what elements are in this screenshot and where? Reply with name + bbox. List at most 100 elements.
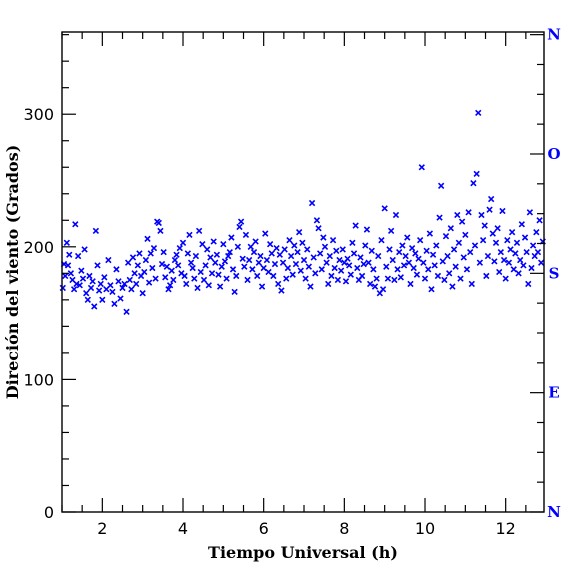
data-point: [508, 229, 516, 236]
data-point: [76, 282, 83, 289]
data-point: [394, 266, 401, 273]
data-point: [236, 223, 243, 231]
data-point: [107, 282, 114, 289]
data-point: [339, 246, 346, 253]
data-point: [502, 275, 509, 282]
data-point: [400, 262, 408, 269]
data-point: [354, 264, 361, 272]
data-point: [249, 266, 256, 273]
data-point: [74, 252, 82, 260]
data-point: [221, 258, 229, 265]
data-point: [316, 250, 324, 257]
data-point: [473, 170, 480, 178]
data-point: [439, 258, 446, 265]
data-point: [392, 211, 400, 219]
data-point: [176, 244, 183, 252]
data-point: [500, 256, 508, 264]
data-point: [239, 255, 246, 262]
data-point: [337, 267, 345, 274]
data-point: [299, 239, 306, 246]
data-point: [460, 254, 467, 261]
data-point: [371, 283, 379, 290]
data-point: [72, 221, 79, 228]
data-point: [434, 272, 442, 280]
data-point: [491, 258, 498, 265]
data-point: [202, 262, 209, 269]
data-point: [99, 296, 106, 304]
data-point: [428, 286, 435, 293]
data-point: [208, 270, 216, 277]
data-point: [312, 270, 319, 277]
data-point: [86, 272, 93, 280]
data-point: [62, 272, 69, 280]
data-point: [442, 233, 450, 240]
data-point: [133, 280, 140, 288]
data-point: [494, 225, 501, 232]
data-point: [378, 237, 385, 244]
data-point: [216, 283, 224, 290]
data-point: [194, 284, 201, 292]
data-point: [275, 280, 282, 288]
data-point: [134, 262, 141, 269]
data-point: [483, 272, 490, 280]
axis-ticks: [61, 32, 544, 513]
data-point: [92, 227, 100, 235]
tick-labels: 2 4 6 8 10 12 0 100 200 300 N E S O N: [23, 26, 561, 538]
y-tick-label: 200: [23, 238, 54, 257]
data-point: [407, 280, 414, 288]
data-point: [465, 209, 472, 216]
data-point: [207, 254, 214, 261]
data-point: [294, 248, 301, 256]
data-point: [313, 217, 321, 224]
data-point: [141, 268, 148, 276]
data-point: [410, 264, 417, 272]
data-point: [83, 290, 90, 297]
data-point: [418, 164, 425, 171]
data-point: [521, 234, 529, 241]
data-point: [213, 251, 221, 258]
data-point: [452, 263, 459, 270]
data-point: [357, 254, 364, 261]
data-point: [360, 260, 367, 268]
data-point: [145, 279, 153, 286]
data-point: [331, 264, 338, 272]
x-tick-label: 2: [97, 519, 107, 538]
data-point: [328, 272, 335, 280]
data-point: [321, 243, 329, 250]
data-point: [305, 263, 313, 270]
x-tick-label: 10: [415, 519, 435, 538]
data-point: [507, 246, 514, 253]
compass-label-E: E: [548, 384, 559, 402]
data-point: [534, 248, 542, 256]
data-point: [128, 286, 135, 293]
x-tick-label: 8: [339, 519, 349, 538]
data-point: [215, 271, 222, 278]
data-point: [183, 280, 190, 288]
data-point: [496, 268, 503, 276]
data-point: [368, 247, 375, 254]
data-point: [245, 256, 253, 264]
data-point: [471, 242, 479, 249]
data-point: [129, 254, 137, 261]
data-point: [342, 278, 350, 285]
data-point: [479, 237, 487, 244]
data-point: [81, 246, 88, 253]
data-points: [59, 109, 546, 315]
data-point: [252, 238, 259, 245]
data-point: [475, 109, 482, 117]
data-point: [447, 225, 454, 232]
data-point: [320, 234, 327, 241]
data-point: [497, 248, 505, 256]
data-point: [489, 230, 496, 237]
data-point: [528, 264, 535, 272]
data-point: [334, 276, 342, 284]
data-point: [223, 275, 230, 282]
data-point: [292, 260, 300, 268]
data-point: [95, 287, 103, 294]
data-point: [478, 211, 485, 219]
data-point: [63, 239, 71, 246]
data-point: [308, 199, 316, 207]
data-point: [444, 252, 451, 260]
data-point: [192, 252, 200, 260]
data-point: [533, 229, 540, 236]
